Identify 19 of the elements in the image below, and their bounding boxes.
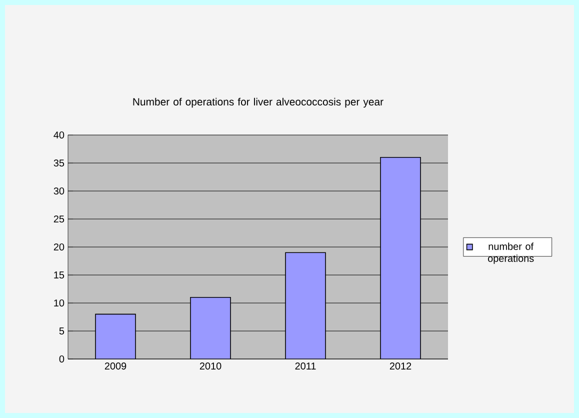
x-tick-label: 2010 [200,362,222,370]
bar [380,157,421,359]
y-tick-label: 35 [54,159,64,167]
y-tick-label: 30 [54,187,64,195]
y-tick-label: 15 [54,272,64,278]
bar [95,314,136,359]
y-tick-label: 5 [59,328,64,334]
x-tick-label: 2009 [104,362,126,370]
y-tick-label: 20 [54,243,64,251]
x-tick-label: 2012 [390,362,412,370]
bar [190,297,231,359]
y-tick-label: 25 [54,215,64,223]
x-tick-label: 2011 [295,362,316,370]
legend-label: number of operations [488,242,534,264]
y-tick-label: 0 [59,355,64,363]
y-tick-label: 10 [54,299,64,307]
bar [285,252,326,359]
y-tick-label: 40 [54,131,64,139]
chart-title: Number of operations for liver alveococcosis per year [133,98,384,108]
